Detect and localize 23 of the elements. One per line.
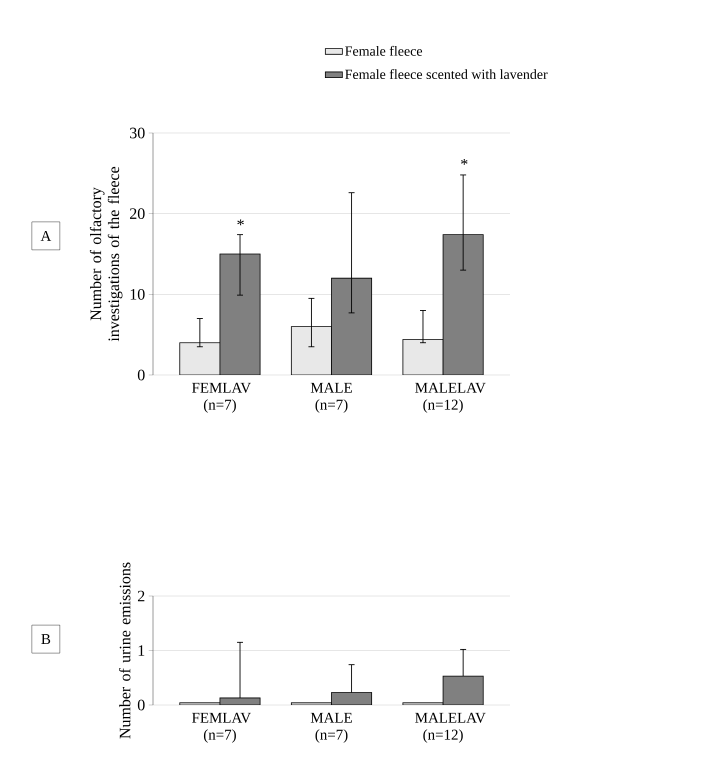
y-tick-label: 0 bbox=[138, 370, 145, 380]
annotation: * bbox=[461, 158, 468, 165]
x-tick-label: MALELAV (n=12) bbox=[415, 382, 486, 413]
y-tick-label: 30 bbox=[130, 128, 145, 138]
y-tick-label: 10 bbox=[130, 288, 145, 300]
legend-label: Female fleece bbox=[345, 46, 422, 56]
x-tick-label: MALE (n=7) bbox=[310, 382, 352, 413]
legend-label: Female fleece scented with lavender bbox=[345, 69, 548, 80]
bar bbox=[442, 676, 484, 705]
annotation: * bbox=[237, 219, 244, 226]
x-tick-label: FEMLAV (n=7) bbox=[192, 382, 251, 413]
y-tick-label: 0 bbox=[138, 700, 145, 710]
x-tick-label: MALELAV (n=12) bbox=[415, 712, 486, 743]
y-tick-label: 1 bbox=[138, 645, 144, 656]
y-tick-label: 2 bbox=[138, 590, 144, 602]
text: A bbox=[40, 230, 52, 241]
x-tick-label: FEMLAV (n=7) bbox=[192, 712, 251, 743]
bar bbox=[332, 692, 372, 705]
y-axis-title: Number of olfactory investigations of the fleece bbox=[90, 166, 122, 342]
text: B bbox=[41, 634, 50, 644]
y-axis-title: Number of urine emissions bbox=[119, 562, 130, 739]
y-tick-label: 20 bbox=[130, 208, 145, 220]
x-tick-label: MALE (n=7) bbox=[310, 712, 352, 743]
